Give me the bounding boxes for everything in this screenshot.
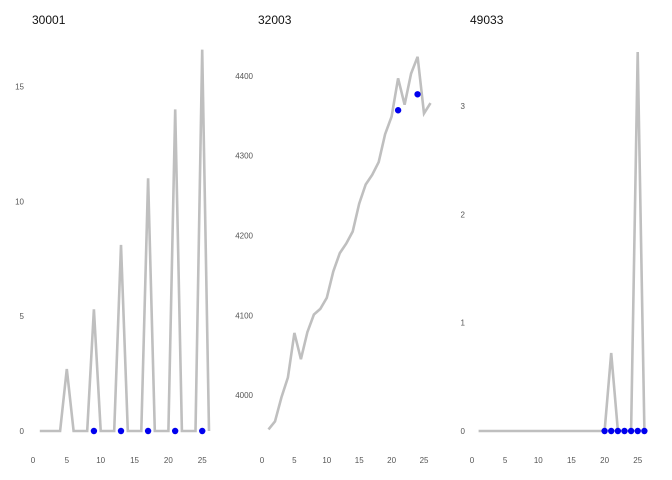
series-line	[267, 56, 432, 431]
x-tick-label: 0	[31, 456, 36, 465]
panel-title: 32003	[258, 13, 292, 27]
chart-panel-32003: 32003 4000 4100 4200 4300 4400 0 5 10 15 20 25	[235, 13, 432, 465]
x-tick-label: 5	[65, 456, 70, 465]
y-tick-label: 10	[15, 197, 24, 206]
y-tick-label: 3	[461, 102, 466, 111]
x-tick-label: 15	[355, 456, 364, 465]
y-tick-label: 4100	[235, 311, 253, 320]
data-point	[144, 427, 152, 435]
x-tick-label: 20	[387, 456, 396, 465]
chart-panel-49033: 49033 0 1 2 3 0 5 10 15 20 25	[461, 13, 648, 465]
y-tick-label: 15	[15, 82, 24, 91]
y-tick-label: 4400	[235, 72, 253, 81]
y-tick-label: 2	[461, 210, 466, 219]
x-tick-label: 25	[198, 456, 207, 465]
data-point	[171, 427, 179, 435]
chart-panel-30001: 30001 0 5 10 15 0 5 10 15 20 25	[15, 13, 211, 465]
y-tick-label: 4000	[235, 391, 253, 400]
data-point	[627, 427, 635, 435]
data-point	[199, 427, 206, 435]
x-tick-label: 10	[96, 456, 105, 465]
x-tick-label: 0	[470, 456, 475, 465]
data-point	[601, 427, 608, 435]
panel-title: 30001	[32, 13, 66, 27]
y-tick-label: 4300	[235, 152, 253, 161]
x-tick-label: 25	[420, 456, 429, 465]
data-point	[414, 91, 421, 98]
x-tick-label: 10	[534, 456, 543, 465]
y-tick-label: 5	[20, 312, 25, 321]
y-tick-label: 1	[461, 319, 466, 328]
data-point	[608, 427, 615, 435]
data-point	[117, 427, 125, 435]
y-tick-label: 0	[20, 427, 25, 436]
data-point	[90, 427, 98, 435]
x-tick-label: 25	[633, 456, 642, 465]
series-line	[39, 49, 211, 433]
x-tick-label: 20	[600, 456, 609, 465]
y-tick-label: 4200	[235, 232, 253, 241]
data-point	[394, 107, 402, 114]
x-tick-label: 10	[322, 456, 331, 465]
x-tick-label: 5	[503, 456, 508, 465]
data-point	[614, 427, 622, 435]
data-point	[621, 427, 628, 435]
y-tick-label: 0	[461, 427, 466, 436]
panel-title: 49033	[470, 13, 504, 27]
x-tick-label: 20	[164, 456, 173, 465]
x-tick-label: 15	[567, 456, 576, 465]
x-tick-label: 5	[292, 456, 297, 465]
x-tick-label: 0	[260, 456, 265, 465]
data-point	[634, 427, 641, 435]
series-line	[478, 51, 646, 433]
data-point	[641, 427, 648, 435]
x-tick-label: 15	[130, 456, 139, 465]
